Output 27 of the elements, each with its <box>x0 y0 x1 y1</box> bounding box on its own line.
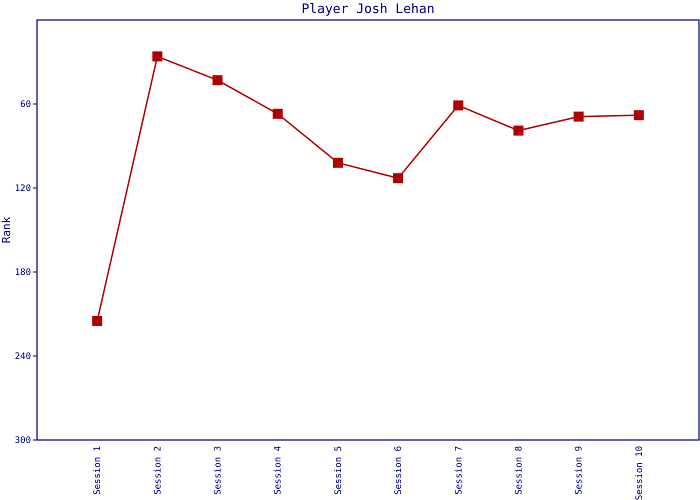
x-tick-label: Session 4 <box>274 446 284 495</box>
y-tick-label: 60 <box>20 100 31 110</box>
y-tick-label: 300 <box>14 436 31 446</box>
x-tick-label: Session 8 <box>514 446 524 495</box>
x-tick-label: Session 2 <box>153 446 164 495</box>
point <box>152 51 162 62</box>
x-tick-label: Session 1 <box>93 446 104 495</box>
point <box>272 108 283 119</box>
x-tick-label: Session 6 <box>394 446 404 495</box>
point <box>513 126 524 136</box>
y-axis-title: Rank <box>0 216 13 244</box>
point <box>634 110 644 120</box>
x-tick-label: Session 10 <box>634 446 645 500</box>
x-tick-label: Session 7 <box>454 446 464 495</box>
y-tick-label: 180 <box>14 268 31 278</box>
point <box>393 173 404 184</box>
point <box>574 112 584 122</box>
chart-title: Player Josh Lehan <box>301 2 435 17</box>
point <box>332 158 343 168</box>
point <box>212 75 223 86</box>
y-tick-label: 120 <box>14 184 31 194</box>
x-tick-label: Session 5 <box>334 446 344 495</box>
point <box>453 100 464 110</box>
y-tick-label: 240 <box>14 352 31 362</box>
point <box>92 316 102 326</box>
x-tick-label: Session 3 <box>214 446 224 495</box>
x-tick-label: Session 9 <box>574 446 585 495</box>
